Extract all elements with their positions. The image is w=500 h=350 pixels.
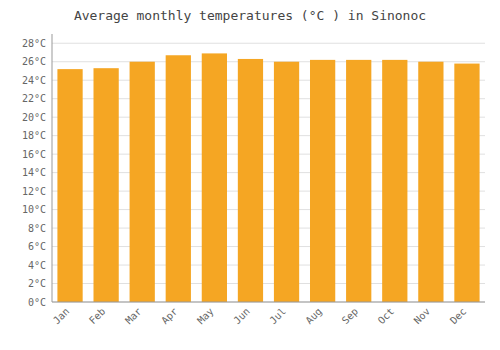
x-tick-label: Jun (231, 306, 252, 327)
y-tick-label: 24°C (22, 75, 46, 86)
y-tick-label: 16°C (22, 149, 46, 160)
x-axis-line (52, 302, 485, 303)
y-tick-label: 12°C (22, 186, 46, 197)
grid-line (52, 43, 485, 44)
chart: Average monthly temperatures (°C ) in Si… (0, 0, 500, 350)
y-tick-label: 10°C (22, 204, 46, 215)
bar (130, 62, 155, 302)
x-tick-label: Jan (51, 306, 72, 327)
y-tick-label: 6°C (28, 241, 46, 252)
x-tick-label: May (195, 306, 216, 327)
x-tick-label: Apr (159, 306, 180, 327)
bar (57, 69, 82, 302)
y-tick-label: 18°C (22, 130, 46, 141)
x-tick-label: Dec (448, 306, 469, 327)
x-tick-label: Sep (340, 306, 361, 327)
y-tick-label: 20°C (22, 112, 46, 123)
y-tick-label: 26°C (22, 56, 46, 67)
y-tick-label: 2°C (28, 278, 46, 289)
bar (166, 55, 191, 302)
bar (346, 60, 371, 302)
bar (93, 68, 118, 302)
x-tick-label: Aug (303, 306, 324, 327)
grid-line (52, 302, 485, 303)
x-tick-label: Mar (123, 306, 144, 327)
y-tick-label: 28°C (22, 38, 46, 49)
title: Average monthly temperatures (°C ) in Si… (74, 8, 426, 23)
x-tick-label: Feb (87, 306, 108, 327)
x-tick-label: Oct (376, 306, 397, 327)
grid (52, 43, 485, 302)
y-tick-label: 22°C (22, 93, 46, 104)
x-tick-label: Nov (412, 306, 433, 327)
y-tick-label: 8°C (28, 223, 46, 234)
bar (202, 53, 227, 302)
bar (454, 64, 479, 302)
bar (310, 60, 335, 302)
bar (274, 62, 299, 302)
bar (238, 59, 263, 302)
bar (418, 62, 443, 302)
y-tick-label: 14°C (22, 167, 46, 178)
x-tick-label: Jul (267, 306, 288, 327)
y-tick-label: 4°C (28, 260, 46, 271)
bars (57, 53, 479, 302)
y-axis-line (52, 34, 53, 302)
y-tick-label: 0°C (28, 297, 46, 308)
bar (382, 60, 407, 302)
